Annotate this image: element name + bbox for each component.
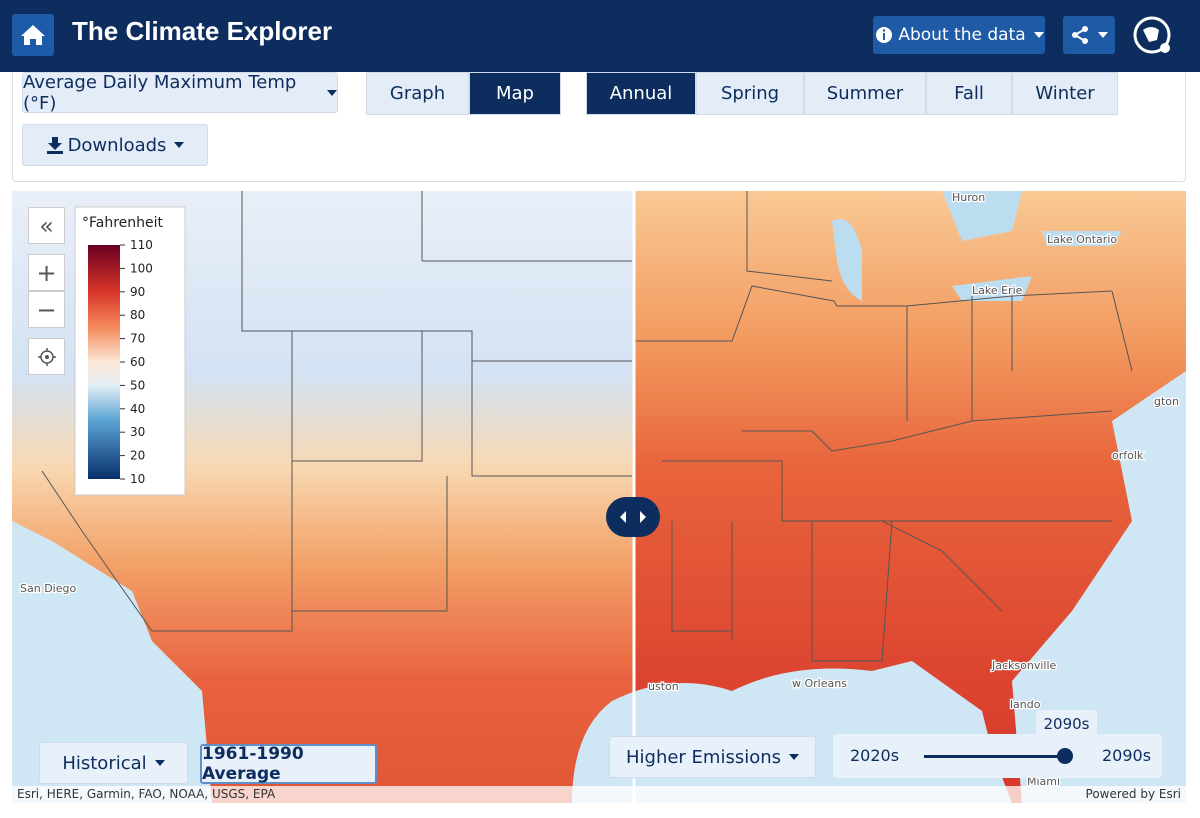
download-icon bbox=[46, 137, 63, 154]
info-icon bbox=[876, 27, 893, 43]
legend-tick-label: 100 bbox=[130, 261, 153, 275]
legend-tick-label: 30 bbox=[130, 425, 145, 439]
zoom-group: + − bbox=[28, 254, 65, 328]
historical-label: Historical bbox=[62, 752, 147, 774]
historical-select[interactable]: Historical bbox=[39, 742, 188, 784]
legend-tick-label: 60 bbox=[130, 355, 145, 369]
slider-panel: 2020s 2090s bbox=[833, 734, 1162, 778]
place-label: uston bbox=[648, 680, 679, 693]
attribution: Esri, HERE, Garmin, FAO, NOAA, USGS, EPA bbox=[17, 787, 276, 801]
attribution-bar: Esri, HERE, Garmin, FAO, NOAA, USGS, EPA… bbox=[12, 786, 1186, 803]
map-controls: « + − bbox=[28, 207, 65, 375]
toggle-button[interactable]: Fall bbox=[926, 72, 1012, 115]
place-label: San Diego bbox=[20, 582, 76, 595]
legend-tick-label: 40 bbox=[130, 402, 145, 416]
pacific-ocean bbox=[12, 521, 212, 803]
legend-tick-label: 70 bbox=[130, 332, 145, 346]
slider-tooltip: 2090s bbox=[1036, 710, 1097, 738]
period-label[interactable]: 1961-1990 Average bbox=[200, 744, 377, 784]
map-labels: Huron Lake Ontario Lake Erie San Diego Jacks… bbox=[19, 191, 1181, 789]
downloads-button[interactable]: Downloads bbox=[22, 124, 208, 166]
great-lakes bbox=[832, 191, 1122, 301]
variable-select[interactable]: Average Daily Maximum Temp (°F) bbox=[22, 71, 338, 114]
place-label: Huron bbox=[952, 191, 985, 204]
map: Huron Lake Ontario Lake Erie San Diego Jacks… bbox=[12, 191, 1186, 803]
scenario-select[interactable]: Higher Emissions bbox=[609, 736, 816, 778]
legend-tick-label: 10 bbox=[130, 472, 145, 486]
collapse-button[interactable]: « bbox=[28, 207, 65, 244]
swipe-arrows bbox=[620, 511, 646, 523]
toggle-button[interactable]: Summer bbox=[804, 72, 926, 115]
slider-track bbox=[924, 755, 1065, 758]
site-title: The Climate Explorer bbox=[72, 16, 333, 46]
place-label: gton bbox=[1154, 395, 1179, 408]
legend-tick-label: 50 bbox=[130, 378, 145, 392]
toolbar-panel bbox=[12, 72, 1186, 182]
legend-tick-label: 90 bbox=[130, 285, 145, 299]
state-borders bbox=[41, 191, 1133, 662]
header: The Climate Explorer About the data bbox=[0, 0, 1200, 72]
colorbar bbox=[88, 245, 120, 479]
place-label: Lake Ontario bbox=[1047, 233, 1117, 246]
atlantic-ocean bbox=[1012, 371, 1186, 803]
legend-tick-label: 20 bbox=[130, 449, 145, 463]
place-label: Lake Erie bbox=[972, 284, 1023, 297]
powered-by: Powered by Esri bbox=[1085, 787, 1181, 801]
zoom-out[interactable]: − bbox=[28, 291, 65, 328]
place-label: w Orleans bbox=[792, 677, 847, 690]
share-button[interactable] bbox=[1063, 16, 1115, 54]
season-toggle: Annual Spring Summer Fall Winter bbox=[586, 72, 1118, 115]
toggle-button[interactable]: Spring bbox=[696, 72, 804, 115]
share-icon bbox=[1072, 26, 1088, 44]
about-label: About the data bbox=[898, 25, 1026, 45]
about-button[interactable]: About the data bbox=[873, 16, 1045, 54]
legend-tick-label: 80 bbox=[130, 308, 145, 322]
toggle-button[interactable]: Winter bbox=[1012, 72, 1118, 115]
swipe-handle[interactable] bbox=[606, 497, 660, 537]
toggle-button[interactable]: Map bbox=[469, 72, 561, 115]
zoom-in[interactable]: + bbox=[28, 254, 65, 291]
place-label: lando bbox=[1010, 698, 1041, 711]
scenario-label: Higher Emissions bbox=[625, 746, 782, 768]
legend-tick-label: 110 bbox=[130, 238, 153, 252]
locate-button[interactable] bbox=[28, 338, 65, 375]
slider-max: 2090s bbox=[1102, 746, 1152, 765]
slider-min: 2020s bbox=[850, 746, 900, 765]
home-button[interactable] bbox=[12, 14, 54, 56]
locate-icon bbox=[37, 347, 56, 366]
legend-title: °Fahrenheit bbox=[82, 215, 164, 231]
globe-logo[interactable] bbox=[1131, 14, 1175, 58]
toggle-button[interactable]: Annual bbox=[586, 72, 696, 115]
slider-thumb[interactable] bbox=[1057, 748, 1073, 764]
variable-label: Average Daily Maximum Temp (°F) bbox=[23, 71, 297, 114]
downloads-label: Downloads bbox=[67, 134, 167, 156]
place-label: orfolk bbox=[1112, 449, 1144, 462]
place-label: Jacksonville bbox=[991, 659, 1057, 672]
view-toggle: Graph Map bbox=[366, 72, 561, 115]
home-icon bbox=[21, 25, 45, 45]
legend-ticks: 110 100 90 80 70 60 50 40 30 20 10 bbox=[120, 238, 153, 486]
toggle-button[interactable]: Graph bbox=[366, 72, 469, 115]
